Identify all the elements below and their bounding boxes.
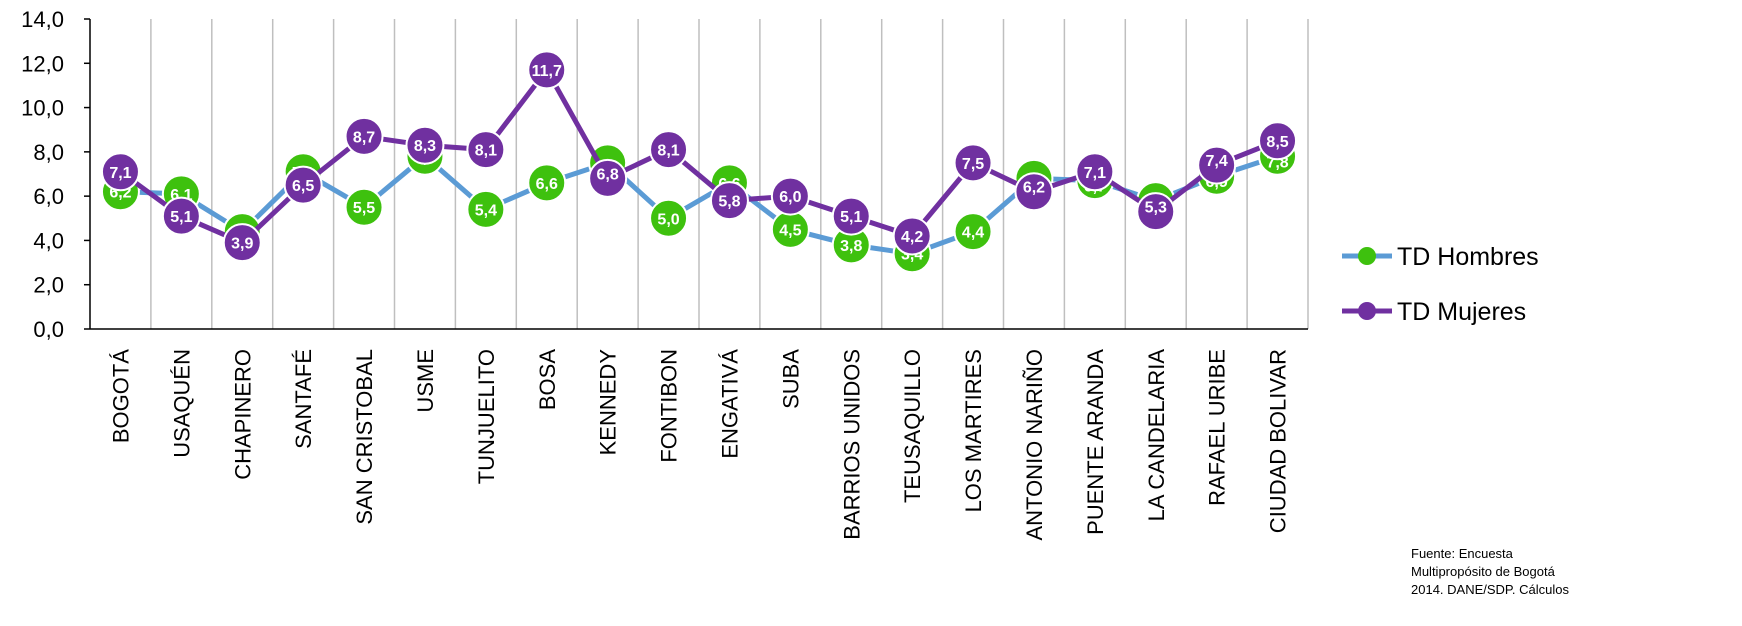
- data-point-marker: [100, 152, 140, 192]
- data-label: 3,8: [840, 238, 862, 255]
- data-label: 4,4: [962, 225, 984, 242]
- y-tick-label: 6,0: [33, 184, 64, 209]
- data-label: 5,4: [475, 202, 497, 219]
- x-category-label: BOSA: [535, 349, 560, 410]
- y-tick-label: 4,0: [33, 228, 64, 253]
- data-point-marker: [344, 116, 384, 156]
- data-label: 8,7: [353, 129, 375, 146]
- legend-label: TD Hombres: [1397, 243, 1539, 271]
- data-label: 4,5: [779, 222, 801, 239]
- data-label: 3,9: [231, 236, 253, 253]
- data-label: 6,8: [597, 166, 619, 183]
- data-point-marker: [770, 176, 810, 216]
- axes: [89, 19, 1308, 330]
- data-label: 8,1: [475, 143, 497, 160]
- data-point-marker: [1136, 192, 1176, 232]
- data-label: 7,1: [109, 165, 131, 182]
- data-label: 6,5: [292, 178, 314, 195]
- data-label: 5,1: [170, 209, 192, 226]
- grid-lines: [150, 19, 1309, 329]
- data-label: 5,0: [657, 211, 679, 228]
- data-point-marker: [892, 216, 932, 256]
- x-category-label: USAQUÉN: [169, 349, 194, 458]
- data-label: 4,2: [901, 229, 923, 246]
- x-category-label: PUENTE ARANDA: [1083, 349, 1108, 535]
- x-category-label: SUBA: [778, 349, 803, 409]
- data-point-marker: [1197, 145, 1237, 185]
- y-axis-ticks: 0,0 2,0 4,0 6,0 8,0 10,0 12,0 14,0: [21, 7, 90, 342]
- y-tick-label: 0,0: [33, 317, 64, 342]
- data-label: 5,8: [718, 194, 740, 211]
- data-point-marker: [466, 189, 506, 229]
- data-point-marker: [527, 50, 567, 90]
- x-category-label: USME: [413, 349, 438, 413]
- y-tick-label: 14,0: [21, 7, 64, 32]
- x-category-label: FONTIBON: [657, 349, 682, 463]
- data-label: 8,5: [1266, 134, 1288, 151]
- legend-marker: [1358, 302, 1376, 320]
- data-point-marker: [588, 158, 628, 198]
- legend: TD Hombres TD Mujeres: [1342, 243, 1539, 326]
- legend-item: TD Hombres: [1342, 243, 1539, 271]
- data-point-marker: [709, 181, 749, 221]
- x-category-label: ANTONIO NARIÑO: [1022, 349, 1047, 541]
- data-point-marker: [161, 196, 201, 236]
- series: 6,26,14,47,15,57,85,46,67,55,06,64,53,83…: [100, 50, 1298, 274]
- data-point-marker: [344, 187, 384, 227]
- x-category-label: ENGATIVÁ: [717, 349, 742, 459]
- legend-marker: [1358, 247, 1376, 265]
- data-label: 7,5: [962, 156, 984, 173]
- data-point-marker: [1014, 172, 1054, 212]
- data-point-marker: [283, 165, 323, 205]
- x-category-label: TEUSAQUILLO: [900, 349, 925, 503]
- x-category-label: SANTAFÉ: [291, 349, 316, 449]
- x-category-label: KENNEDY: [596, 349, 621, 456]
- x-category-label: TUNJUELITO: [474, 349, 499, 484]
- data-point-marker: [953, 212, 993, 252]
- y-tick-label: 8,0: [33, 140, 64, 165]
- data-point-marker: [953, 143, 993, 183]
- data-label: 5,3: [1145, 200, 1167, 217]
- data-point-marker: [649, 130, 689, 170]
- x-category-label: SAN CRISTOBAL: [352, 349, 377, 525]
- data-label: 11,7: [532, 63, 562, 80]
- data-label: 5,5: [353, 200, 375, 217]
- data-point-marker: [1258, 121, 1298, 161]
- data-label: 6,0: [779, 189, 801, 206]
- data-label: 7,4: [1206, 153, 1228, 170]
- data-point-marker: [222, 223, 262, 263]
- data-label: 7,1: [1084, 165, 1106, 182]
- data-label: 8,3: [414, 138, 436, 155]
- data-point-marker: [527, 163, 567, 203]
- data-point-marker: [466, 130, 506, 170]
- legend-label: TD Mujeres: [1397, 298, 1526, 326]
- series-td-mujeres: 7,1 5,1 3,9 6,5 8,7 8,3 8,1 11,7 6,8 8,1 5,8 6,0 5,1…: [100, 50, 1298, 263]
- data-label: 6,2: [1023, 180, 1045, 197]
- x-axis-category-labels: BOGOTÁ USAQUÉN CHAPINERO SANTAFÉ SAN CRISTOB…: [108, 349, 1290, 541]
- x-category-label: LA CANDELARIA: [1144, 349, 1169, 522]
- x-category-label: LOS MARTIRES: [961, 349, 986, 512]
- data-point-marker: [1075, 152, 1115, 192]
- y-tick-label: 12,0: [21, 51, 64, 76]
- y-tick-label: 10,0: [21, 96, 64, 121]
- data-label: 5,1: [840, 209, 862, 226]
- x-category-label: BARRIOS UNIDOS: [839, 349, 864, 540]
- x-category-label: BOGOTÁ: [108, 349, 133, 443]
- data-point-marker: [649, 198, 689, 238]
- x-category-label: CIUDAD BOLIVAR: [1266, 349, 1291, 533]
- data-label: 6,6: [536, 176, 558, 193]
- data-point-marker: [831, 196, 871, 236]
- x-category-label: RAFAEL URIBE: [1205, 349, 1230, 506]
- y-tick-label: 2,0: [33, 273, 64, 298]
- data-point-marker: [405, 125, 445, 165]
- source-note: Fuente: Encuesta Multipropósito de Bogot…: [1411, 546, 1570, 597]
- data-label: 8,1: [657, 143, 679, 160]
- x-category-label: CHAPINERO: [230, 349, 255, 480]
- legend-item: TD Mujeres: [1342, 298, 1526, 326]
